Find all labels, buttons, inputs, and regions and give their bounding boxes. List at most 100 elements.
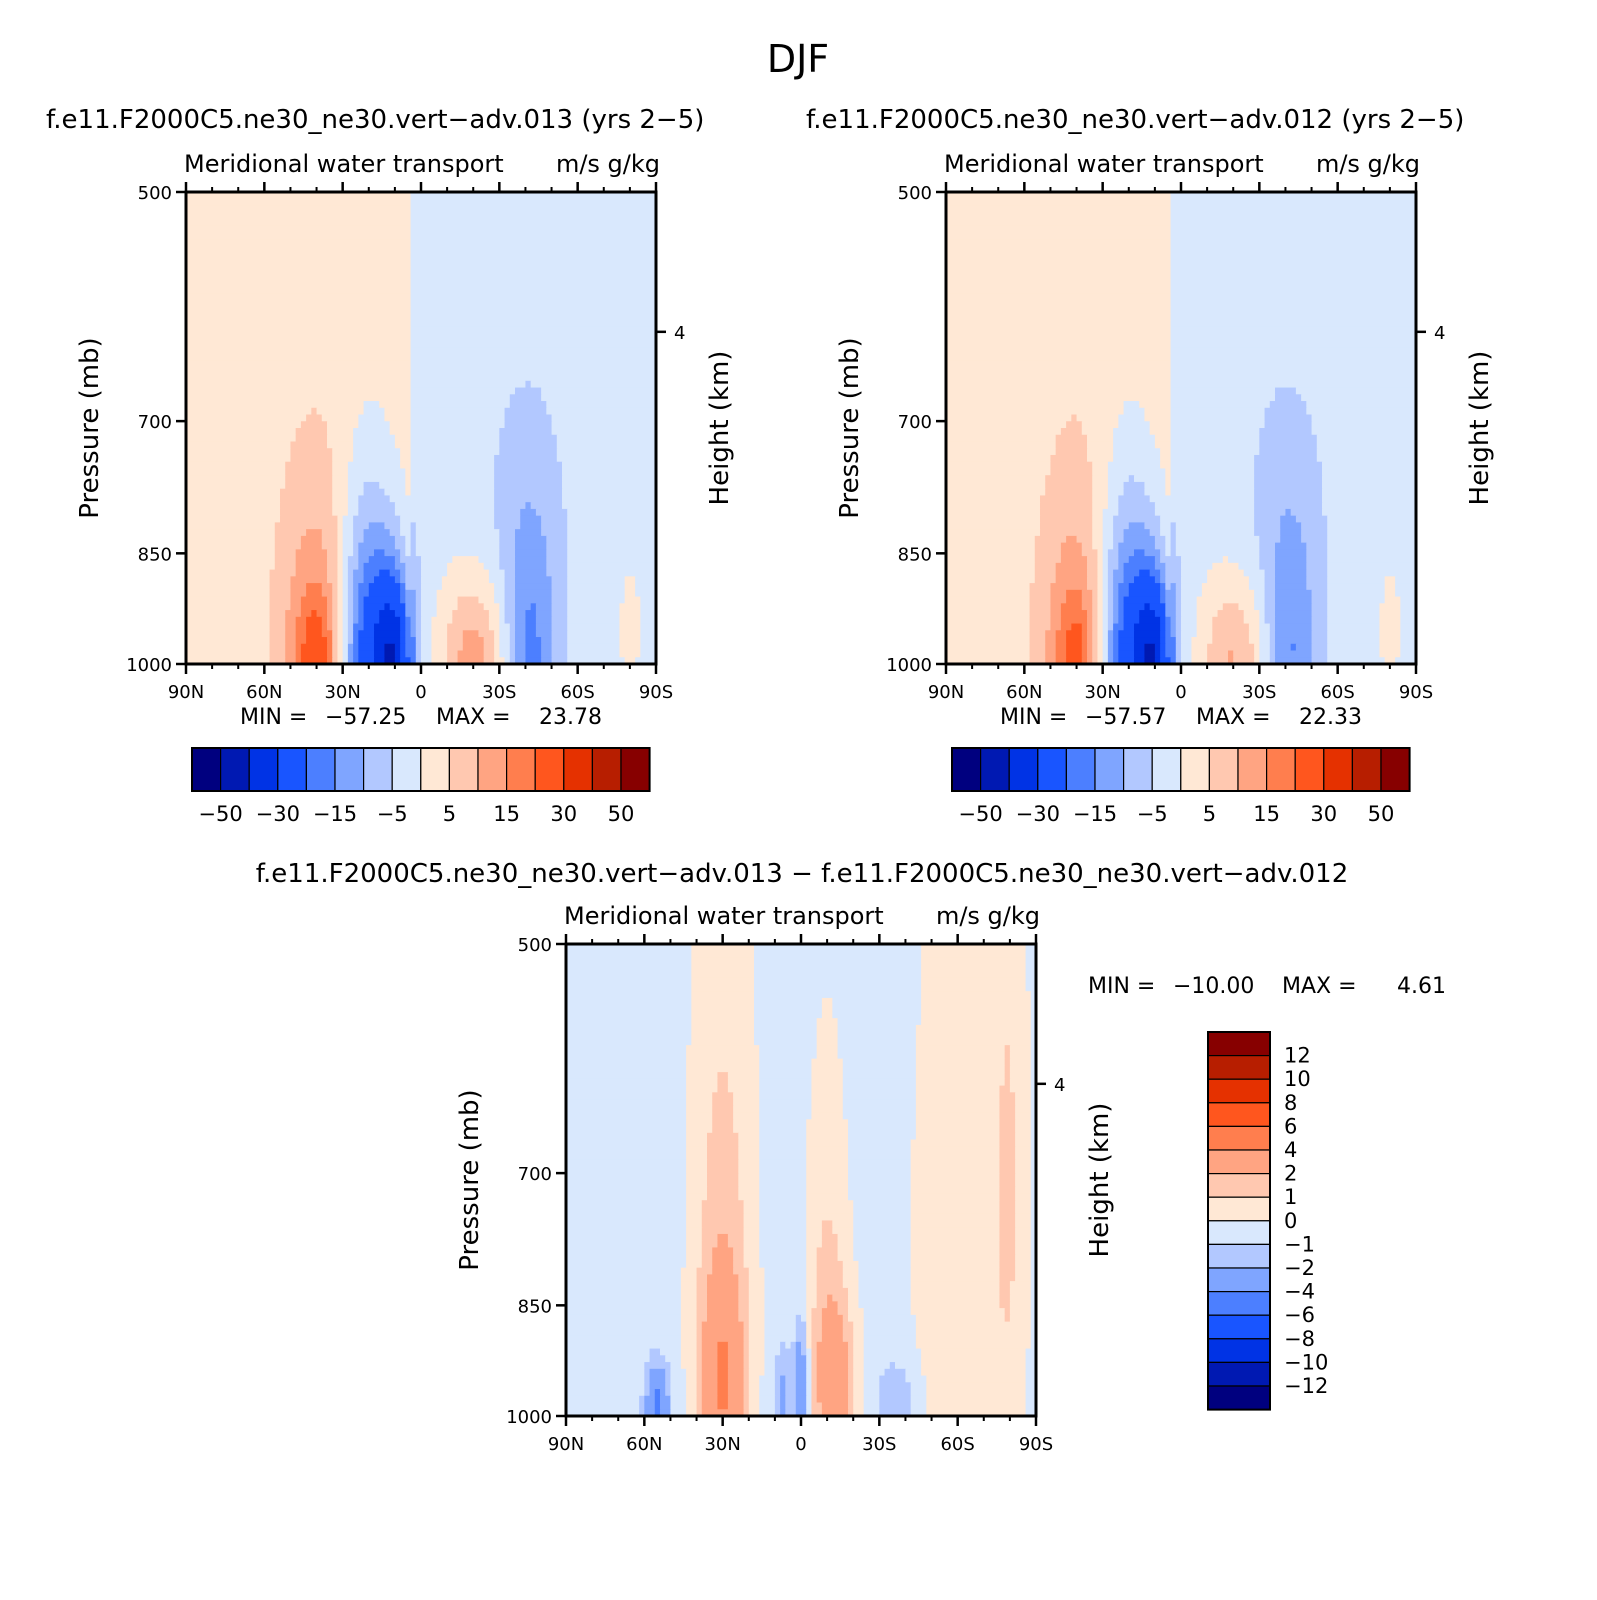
field-cell	[759, 1105, 813, 1114]
field-cell	[1165, 616, 1172, 625]
field-cell	[1327, 549, 1416, 557]
panel-title: f.e11.F2000C5.ne30_ne30.vert−adv.012 (yr…	[806, 105, 1464, 135]
field-cell	[1113, 529, 1125, 537]
field-cell	[1025, 984, 1036, 992]
field-cell	[347, 562, 359, 571]
field-cell	[306, 529, 323, 537]
colorbar-swatch	[1207, 1290, 1271, 1316]
field-cell	[488, 623, 500, 631]
field-cell	[1170, 232, 1416, 240]
field-cell	[1107, 589, 1114, 598]
field-cell	[1030, 1099, 1036, 1107]
field-cell	[1259, 542, 1276, 550]
field-cell	[1181, 596, 1198, 604]
field-cell	[821, 1314, 844, 1323]
field-cell	[520, 522, 542, 530]
field-cell	[269, 643, 286, 652]
field-cell	[1295, 643, 1313, 652]
field-cell	[1102, 637, 1109, 645]
field-cell	[848, 1395, 854, 1404]
field-cell	[748, 1341, 766, 1350]
field-cell	[1113, 610, 1119, 618]
colorbar-swatch	[1208, 747, 1239, 792]
field-cell	[421, 610, 438, 618]
field-cell	[764, 1341, 781, 1350]
field-cell	[410, 475, 495, 483]
field-cell	[447, 650, 459, 658]
field-cell	[806, 1254, 818, 1262]
max-label: MAX =	[436, 705, 511, 730]
field-cell	[337, 630, 344, 638]
field-cell	[1248, 630, 1260, 638]
field-cell	[946, 502, 1041, 510]
field-cell	[764, 1328, 797, 1336]
field-cell	[347, 461, 401, 470]
field-cell	[1015, 1126, 1032, 1134]
field-cell	[946, 650, 1031, 658]
field-cell	[748, 1355, 766, 1363]
colorbar-swatch	[1265, 747, 1296, 792]
field-cell	[748, 1301, 766, 1309]
field-cell	[186, 299, 412, 308]
field-cell	[1107, 556, 1119, 564]
field-cell	[342, 535, 354, 544]
field-cell	[1280, 522, 1302, 530]
field-cell	[1030, 1092, 1036, 1100]
field-cell	[1015, 1227, 1032, 1235]
field-cell	[462, 637, 485, 645]
field-cell	[717, 1402, 729, 1410]
field-cell	[1165, 610, 1177, 618]
field-cell	[347, 596, 354, 604]
field-cell	[410, 340, 656, 348]
field-cell	[1327, 589, 1386, 598]
field-cell	[879, 1389, 912, 1397]
field-cell	[743, 1335, 750, 1343]
field-cell	[738, 1314, 750, 1323]
field-cell	[269, 603, 292, 611]
field-cell	[1066, 535, 1078, 544]
field-cell	[748, 1294, 766, 1302]
field-cell	[1045, 643, 1057, 652]
field-cell	[1160, 515, 1255, 523]
field-cell	[566, 944, 692, 952]
field-cell	[680, 1287, 698, 1296]
field-cell	[1134, 623, 1161, 631]
field-cell	[1087, 448, 1114, 456]
field-cell	[269, 616, 286, 625]
x-tick-label: 30N	[1084, 682, 1120, 703]
field-cell	[358, 637, 375, 645]
field-cell	[515, 576, 553, 584]
field-cell	[447, 657, 459, 664]
field-cell	[910, 1146, 1001, 1154]
field-cell	[478, 630, 495, 638]
field-cell	[946, 657, 1031, 664]
field-cell	[640, 623, 656, 631]
field-cell	[999, 1301, 1011, 1309]
field-cell	[1092, 481, 1109, 490]
field-cell	[431, 657, 448, 664]
field-cell	[567, 623, 621, 631]
field-cell	[1113, 542, 1119, 550]
field-cell	[1379, 650, 1401, 658]
colorbar-case1: −50 −30 −15 −5 5 15 30 50	[191, 747, 651, 826]
field-cell	[394, 535, 406, 544]
field-cell	[1015, 1112, 1032, 1120]
field-cell	[665, 1382, 672, 1390]
field-cell	[816, 1368, 849, 1377]
colorbar-swatch	[1207, 1220, 1271, 1246]
field-cell	[795, 1368, 807, 1377]
field-cell	[562, 502, 656, 510]
field-cell	[410, 212, 656, 220]
max-label: MAX =	[1282, 974, 1357, 999]
field-cell	[748, 1389, 760, 1397]
field-cell	[520, 508, 537, 517]
field-cell	[1384, 589, 1396, 598]
field-cell	[556, 434, 656, 443]
field-cell	[567, 556, 656, 564]
field-cell	[374, 643, 386, 652]
field-cell	[686, 1159, 708, 1168]
field-cell	[691, 977, 755, 986]
field-cell	[1128, 522, 1146, 530]
field-cell	[707, 1281, 739, 1289]
field-cell	[999, 1105, 1016, 1114]
